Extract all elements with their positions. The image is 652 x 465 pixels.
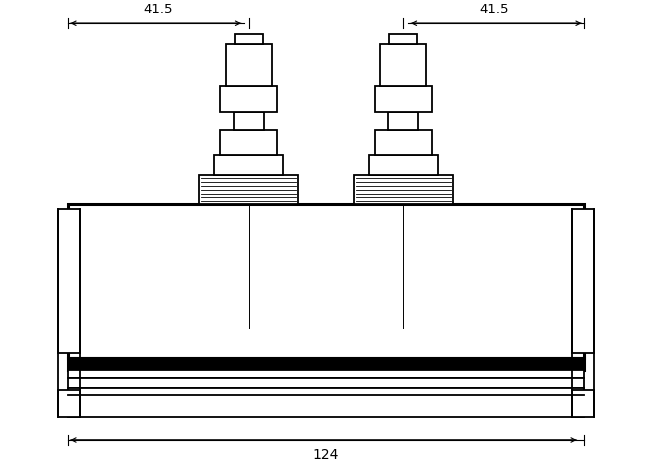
Bar — [389, 113, 418, 130]
Bar — [354, 175, 452, 205]
Bar — [214, 155, 284, 175]
Text: 124: 124 — [313, 448, 339, 462]
Bar — [68, 387, 584, 417]
Bar — [68, 378, 584, 387]
Bar — [200, 175, 298, 205]
Text: 41.5: 41.5 — [479, 3, 509, 16]
Bar — [58, 209, 80, 353]
Bar — [374, 86, 432, 113]
Bar — [381, 44, 426, 86]
Text: 41.5: 41.5 — [143, 3, 173, 16]
Bar — [374, 130, 432, 155]
Bar — [68, 205, 584, 358]
Bar — [68, 370, 584, 378]
Bar — [220, 86, 278, 113]
Bar — [235, 34, 263, 44]
Bar — [368, 155, 438, 175]
Bar — [226, 44, 271, 86]
Bar — [389, 34, 417, 44]
Bar — [220, 130, 278, 155]
Bar — [234, 113, 263, 130]
Bar — [572, 209, 594, 353]
Bar — [572, 390, 594, 417]
Bar — [58, 390, 80, 417]
Bar — [68, 358, 584, 370]
